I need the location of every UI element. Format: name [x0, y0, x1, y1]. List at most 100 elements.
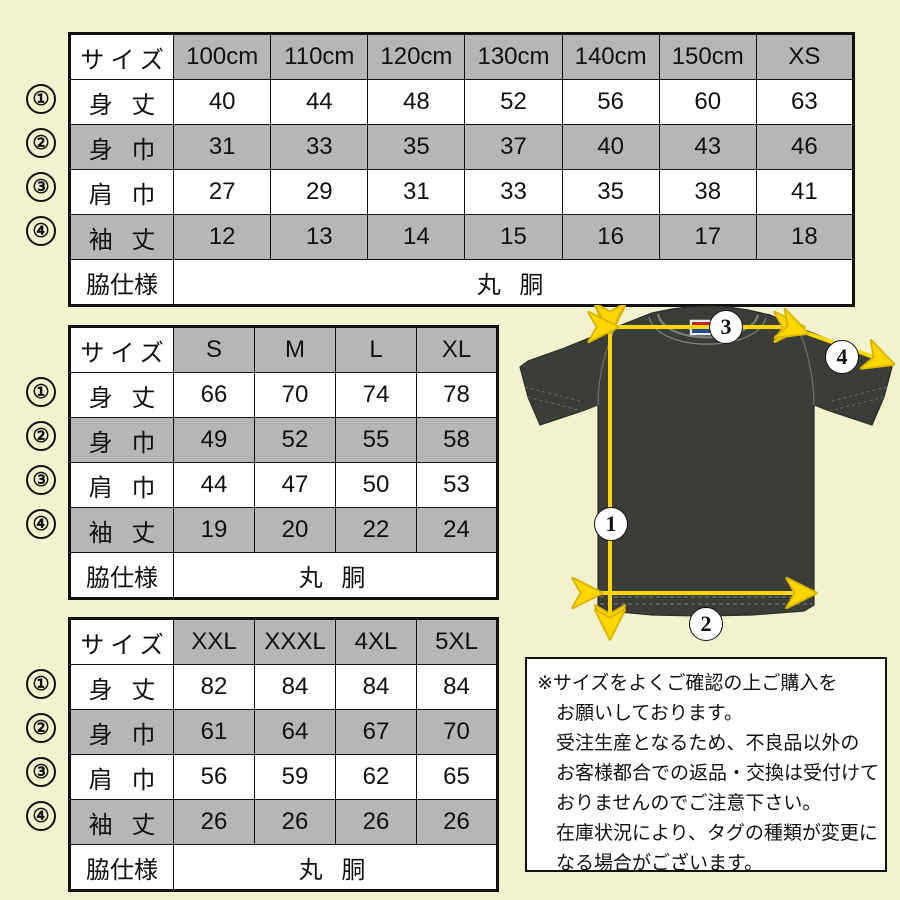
table-row: サイズ S M L XL [69, 326, 498, 373]
cell: 60 [658, 79, 757, 125]
row-label-side-spec: 脇仕様 [69, 552, 174, 599]
tshirt-diagram: 1 2 3 4 [512, 305, 900, 655]
notice-line: お願いしております。 [556, 703, 743, 724]
cell: 53 [416, 462, 498, 508]
cell: 44 [270, 79, 369, 125]
cell: 24 [416, 507, 498, 553]
cell: 84 [416, 664, 498, 710]
cell: 31 [173, 124, 272, 170]
cell: 56 [561, 79, 660, 125]
cell: 38 [658, 169, 757, 215]
column-header: M [254, 326, 336, 373]
cell: 13 [270, 214, 369, 260]
adult-size-table: サイズ S M L XL 身 丈 66 70 74 78 身 巾 49 52 5… [68, 325, 499, 600]
table-row: 脇仕様 丸 胴 [68, 259, 854, 306]
cell: 18 [755, 214, 855, 260]
row-label-side-spec: 脇仕様 [68, 259, 175, 306]
cell: 14 [367, 214, 466, 260]
row-marker-3: ③ [26, 757, 56, 787]
column-header: 4XL [335, 618, 417, 665]
cell: 50 [335, 462, 417, 508]
cell: 62 [335, 754, 417, 800]
cell: 58 [416, 417, 498, 463]
notice-line: なる場合がございます。 [556, 853, 764, 874]
cell: 40 [173, 79, 272, 125]
table-row: 身 巾 49 52 55 58 [69, 417, 498, 463]
row-marker-4: ④ [26, 801, 56, 831]
cell: 22 [335, 507, 417, 553]
column-header-size: サイズ [69, 326, 174, 373]
table-row: サイズ XXL XXXL 4XL 5XL [69, 618, 498, 665]
notice-line: お客様都合での返品・交換は受付けて [556, 763, 880, 784]
column-header: 120cm [367, 33, 466, 80]
cell: 64 [254, 709, 336, 755]
cell: 31 [367, 169, 466, 215]
cell: 29 [270, 169, 369, 215]
column-header: L [335, 326, 417, 373]
measure-number-4: 4 [825, 340, 859, 374]
cell: 56 [173, 754, 255, 800]
row-label-sleeve: 袖 丈 [68, 214, 175, 260]
row-label-width: 身 巾 [69, 417, 174, 463]
column-header: 140cm [561, 33, 660, 80]
cell: 12 [173, 214, 272, 260]
side-spec-value: 丸 胴 [173, 259, 854, 306]
row-marker-1: ① [26, 84, 56, 114]
column-header: XXXL [254, 618, 336, 665]
side-spec-value: 丸 胴 [173, 844, 498, 891]
cell: 35 [561, 169, 660, 215]
notice-line: 受注生産となるため、不良品以外の [556, 733, 860, 754]
row-marker-3: ③ [26, 465, 56, 495]
cell: 49 [173, 417, 255, 463]
row-marker-1: ① [26, 669, 56, 699]
cell: 47 [254, 462, 336, 508]
table-row: 袖 丈 26 26 26 26 [69, 799, 498, 845]
column-header: XL [416, 326, 498, 373]
cell: 65 [416, 754, 498, 800]
table-row: 身 丈 66 70 74 78 [69, 372, 498, 418]
side-spec-value: 丸 胴 [173, 552, 498, 599]
cell: 55 [335, 417, 417, 463]
row-marker-1: ① [26, 377, 56, 407]
cell: 33 [464, 169, 563, 215]
row-marker-2: ② [26, 421, 56, 451]
cell: 26 [254, 799, 336, 845]
cell: 40 [561, 124, 660, 170]
cell: 17 [658, 214, 757, 260]
cell: 59 [254, 754, 336, 800]
measure-number-2: 2 [689, 607, 723, 641]
purchase-notice-box: ※サイズをよくご確認の上ご購入を お願いしております。 受注生産となるため、不良… [525, 657, 887, 874]
row-marker-4: ④ [26, 216, 56, 246]
cell: 19 [173, 507, 255, 553]
column-header: 110cm [270, 33, 369, 80]
row-label-length: 身 丈 [69, 664, 174, 710]
cell: 84 [335, 664, 417, 710]
cell: 78 [416, 372, 498, 418]
table-row: 肩 巾 27 29 31 33 35 38 41 [68, 169, 855, 215]
row-label-width: 身 巾 [68, 124, 175, 170]
row-marker-2: ② [26, 713, 56, 743]
row-label-width: 身 巾 [69, 709, 174, 755]
row-marker-3: ③ [26, 172, 56, 202]
cell: 26 [335, 799, 417, 845]
column-header: 100cm [173, 33, 272, 80]
row-label-sleeve: 袖 丈 [69, 507, 174, 553]
measure-number-3: 3 [709, 310, 743, 344]
table-row: 身 巾 31 33 35 37 40 43 46 [68, 124, 855, 170]
cell: 48 [367, 79, 466, 125]
column-header-size: サイズ [69, 618, 174, 665]
column-header: 130cm [464, 33, 563, 80]
cell: 46 [755, 124, 855, 170]
notice-line: ※サイズをよくご確認の上ご購入を [537, 673, 838, 694]
cell: 67 [335, 709, 417, 755]
table-row: 脇仕様 丸 胴 [69, 844, 498, 891]
cell: 70 [416, 709, 498, 755]
column-header: XS [755, 33, 855, 80]
cell: 26 [416, 799, 498, 845]
cell: 84 [254, 664, 336, 710]
column-header-size: サイズ [68, 33, 175, 80]
row-label-shoulder: 肩 巾 [68, 169, 175, 215]
cell: 82 [173, 664, 255, 710]
table-row: 身 巾 61 64 67 70 [69, 709, 498, 755]
row-label-length: 身 丈 [68, 79, 175, 125]
